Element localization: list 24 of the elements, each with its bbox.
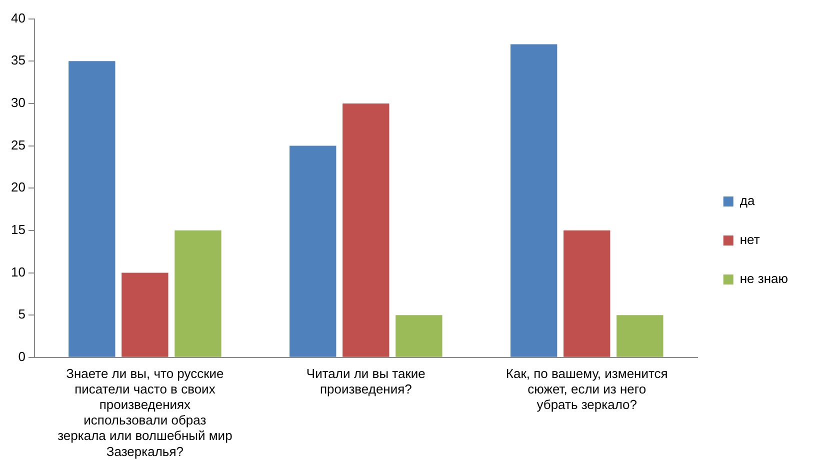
bar [122, 272, 168, 357]
legend-label: не знаю [740, 271, 788, 286]
bar [68, 61, 116, 357]
legend-label: нет [740, 232, 760, 248]
bar [564, 230, 610, 357]
y-tick-label: 25 [10, 137, 26, 152]
x-tick-label: Знаете ли вы, что русские писатели часто в своих произведениях использовали образ зеркала или волшебный мир Зазеркалья? [58, 366, 232, 459]
bar [342, 103, 390, 357]
y-tick-label: 15 [10, 222, 26, 238]
y-tick-label: 40 [10, 10, 26, 26]
y-tick-label: 35 [10, 52, 26, 68]
bar [174, 230, 222, 357]
y-tick-label: 0 [18, 348, 26, 364]
bar [290, 146, 336, 357]
y-tick-label: 30 [10, 95, 26, 110]
x-tick-label: Как, по вашему, изменится сюжет, если из него убрать зеркало? [506, 366, 668, 412]
y-tick-label: 20 [10, 180, 26, 195]
bar [396, 315, 442, 357]
y-tick-label: 5 [18, 306, 26, 322]
x-tick-label: Читали ли вы такие произведения? [306, 366, 426, 396]
bar [510, 44, 558, 357]
legend-label: да [740, 193, 756, 208]
y-tick-label: 10 [10, 264, 26, 280]
bar [616, 315, 664, 357]
